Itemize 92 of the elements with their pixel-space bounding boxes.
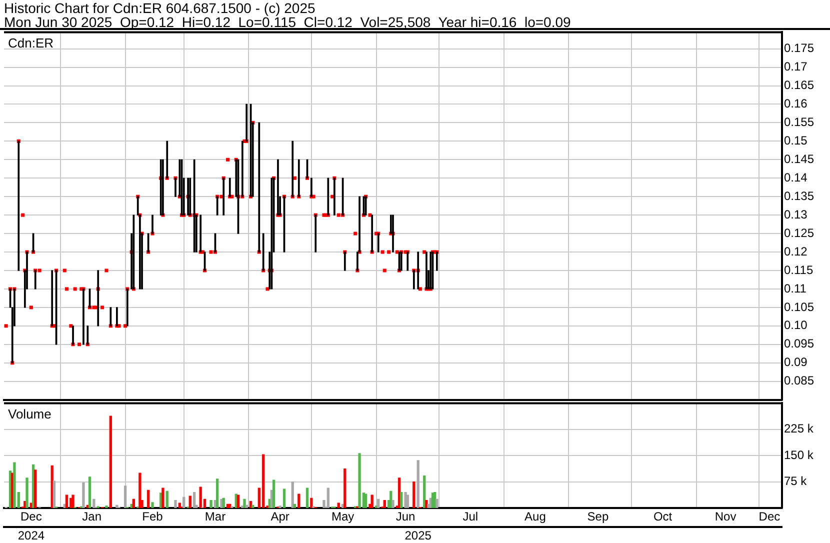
y-tick-label: 0.10: [784, 318, 808, 332]
x-tick-label: May: [331, 510, 354, 524]
y-tick-label: 0.155: [784, 115, 814, 130]
bar: [383, 500, 386, 508]
bar: [34, 470, 37, 508]
bar: [210, 500, 212, 508]
y-tick-label: 0.175: [784, 41, 814, 56]
x2-tick-label: 2024: [18, 528, 45, 543]
bar: [310, 498, 313, 508]
x-tick-label: Nov: [714, 510, 736, 524]
x-tick-label: Aug: [524, 510, 546, 524]
bar: [392, 500, 394, 508]
annotation: Cdn:ER: [8, 35, 54, 50]
bar: [243, 498, 246, 508]
y-tick-label: 0.09: [784, 355, 808, 370]
bar: [151, 502, 154, 508]
y-tick-label: 0.135: [784, 188, 814, 203]
y-tick-label: 150 k: [784, 448, 814, 462]
y-tick-label: 0.15: [784, 134, 808, 148]
bar: [174, 500, 177, 508]
bar: [344, 468, 346, 508]
y-tick-label: 0.13: [784, 207, 808, 222]
chart-title: Volume: [8, 406, 52, 422]
bar: [82, 482, 85, 508]
y-tick-label: 0.12: [784, 244, 808, 258]
bar: [162, 488, 164, 508]
bar: [166, 490, 168, 508]
bar: [92, 498, 96, 508]
bar: [132, 498, 135, 508]
bar: [138, 472, 142, 508]
x-tick-label: Jul: [462, 510, 478, 524]
bar: [13, 462, 16, 508]
y-tick-label: 0.11: [784, 281, 807, 296]
bar: [192, 492, 196, 508]
y-tick-label: 225 k: [784, 422, 814, 436]
bar: [425, 500, 428, 508]
bar: [130, 504, 133, 508]
bar: [72, 494, 74, 508]
bar: [436, 498, 438, 508]
y-tick-label: 0.085: [784, 374, 814, 388]
bar: [182, 496, 186, 508]
bar: [146, 490, 150, 508]
bar: [412, 481, 416, 508]
bar: [236, 494, 240, 508]
x-tick-label: Dec: [20, 510, 42, 524]
bar: [199, 486, 202, 508]
y-tick-label: 0.095: [784, 336, 814, 351]
bar: [291, 481, 294, 508]
bar: [109, 416, 112, 508]
bar: [423, 476, 426, 508]
bar: [252, 504, 254, 508]
x-tick-label: Mar: [204, 510, 226, 524]
bar: [52, 480, 56, 508]
x-tick-label: Dec: [758, 510, 780, 524]
bar: [216, 478, 219, 508]
x-tick-label: Apr: [270, 510, 290, 524]
bar: [88, 476, 92, 508]
bar: [358, 453, 361, 508]
bar: [370, 494, 374, 508]
y-tick-label: 0.145: [784, 152, 814, 166]
x-tick-label: Feb: [142, 510, 164, 524]
bar: [404, 492, 407, 508]
bar: [400, 492, 403, 508]
y-tick-label: 0.17: [784, 60, 808, 74]
y-tick-label: 0.16: [784, 96, 808, 111]
bar: [124, 486, 127, 508]
bar: [282, 488, 286, 508]
bar: [26, 478, 28, 508]
x-tick-label: Jun: [396, 510, 416, 524]
y-tick-label: 0.115: [784, 262, 814, 277]
bar: [326, 488, 330, 508]
y-tick-label: 75 k: [784, 474, 808, 488]
x2-tick-label: 2025: [404, 528, 432, 543]
bar: [262, 454, 265, 508]
bar: [298, 494, 300, 508]
chart-title: Historic Chart for Cdn:ER 604.687.1500 - (c) 2025: [4, 0, 316, 16]
x-tick-label: Sep: [587, 510, 609, 524]
bar: [306, 488, 309, 508]
bar: [65, 494, 68, 508]
x-tick-label: Jan: [82, 510, 102, 524]
bar: [188, 496, 192, 508]
bar: [293, 504, 296, 508]
y-tick-label: 0.165: [784, 78, 814, 92]
bar: [406, 494, 409, 508]
bar: [272, 480, 276, 508]
y-tick-label: 0.105: [784, 300, 814, 314]
bar: [416, 460, 420, 508]
x-tick-label: Oct: [653, 510, 673, 524]
y-tick-label: 0.125: [784, 226, 814, 240]
y-tick-label: 0.14: [784, 170, 808, 184]
bar: [377, 498, 380, 508]
bar: [245, 504, 248, 508]
